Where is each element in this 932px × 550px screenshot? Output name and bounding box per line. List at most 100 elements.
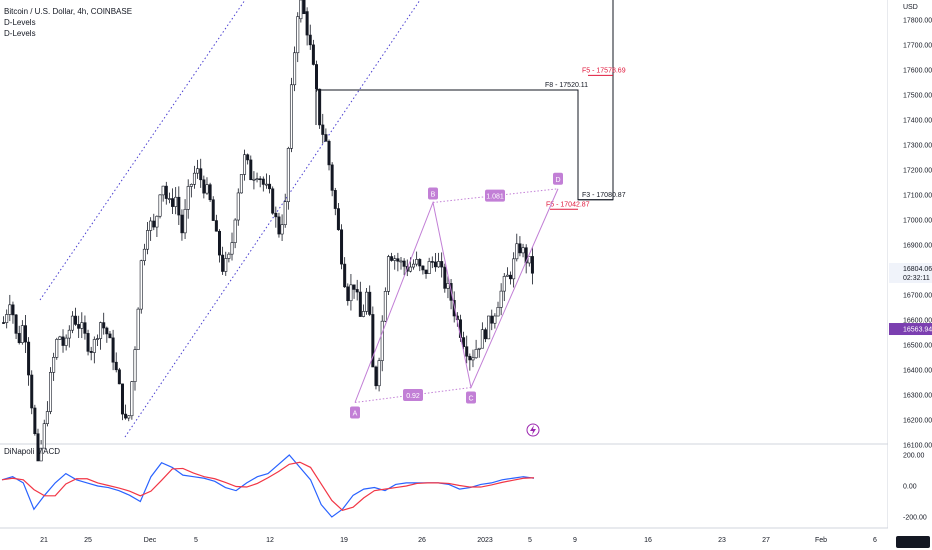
candle-body: [133, 349, 137, 382]
candle-body: [199, 168, 203, 181]
candle-body: [346, 286, 350, 302]
candle-body: [271, 188, 275, 214]
candle-body: [518, 243, 522, 254]
price-tick-label: 16100.00: [903, 443, 932, 450]
price-tick-label: 17300.00: [903, 143, 932, 150]
candle-body: [233, 219, 237, 243]
candle-body: [2, 322, 6, 324]
candle-body: [39, 447, 43, 462]
candle-body: [487, 315, 491, 340]
candle-body: [333, 190, 337, 209]
candle-body: [474, 349, 478, 359]
macd-label: DiNapoli MACD: [4, 447, 61, 456]
price-tick-label: 17200.00: [903, 168, 932, 175]
ratio-box: [403, 389, 423, 401]
candle-body: [446, 283, 450, 289]
candle-body: [502, 276, 506, 292]
candle-body: [192, 172, 196, 185]
candle-body: [149, 220, 153, 231]
candle-body: [468, 355, 472, 361]
time-tick-label: Dec: [144, 537, 157, 544]
candle-body: [408, 266, 412, 272]
candle-body: [261, 178, 265, 185]
candle-body: [383, 291, 387, 322]
candle-body: [161, 185, 165, 196]
watermark-logo: [896, 536, 930, 548]
pattern-point-box: [350, 406, 360, 419]
candle-body: [243, 154, 247, 175]
candle-body: [27, 341, 31, 376]
pattern-point-label: B: [431, 192, 436, 199]
chart-legend: Bitcoin / U.S. Dollar, 4h, COINBASE D-Le…: [4, 6, 132, 39]
candle-body: [30, 374, 34, 409]
candle-body: [11, 304, 15, 316]
candle-body: [505, 274, 509, 277]
candle-body: [152, 220, 156, 228]
candle-body: [258, 178, 262, 181]
candle-body: [99, 322, 103, 339]
time-tick-label: 16: [644, 537, 652, 544]
time-tick-label: 21: [40, 537, 48, 544]
pattern-point-label: D: [555, 177, 560, 184]
candle-body: [83, 322, 87, 334]
candle-body: [368, 291, 372, 315]
candle-body: [130, 381, 134, 417]
time-tick-label: 23: [718, 537, 726, 544]
candle-body: [127, 415, 131, 419]
price-tick-label: 16300.00: [903, 393, 932, 400]
candle-body: [365, 291, 369, 312]
candle-body: [164, 185, 168, 199]
candle-body: [415, 259, 419, 265]
candle-body: [14, 314, 18, 334]
candle-body: [55, 339, 59, 358]
candle-body: [139, 260, 143, 310]
candle-body: [361, 311, 365, 317]
candle-body: [358, 291, 362, 317]
fib-levels: F8 - 17520.11 F5 - 17578.69 F3 - 17080.87 F…: [315, 0, 626, 210]
candle-body: [289, 84, 293, 149]
candle-body: [120, 383, 124, 415]
candle-body: [268, 183, 272, 190]
candle-body: [174, 196, 178, 207]
candle-body: [465, 346, 469, 357]
candle-body: [255, 178, 259, 181]
candle-body: [74, 315, 78, 325]
candle-body: [230, 242, 234, 255]
candle-body: [371, 314, 375, 368]
candle-body: [211, 199, 215, 221]
pattern-point-box: [466, 391, 476, 404]
level-label: F5 - 17042.87: [546, 201, 590, 208]
candle-body: [521, 247, 525, 254]
time-tick-label: 19: [340, 537, 348, 544]
candle-body: [70, 315, 74, 331]
candle-body: [515, 243, 519, 260]
signal-line: [1, 461, 535, 511]
candle-body: [424, 269, 428, 274]
candle-body: [530, 256, 534, 274]
candle-body: [23, 325, 27, 343]
candle-body: [142, 248, 146, 261]
candle-body: [239, 174, 243, 194]
macd-tick-label: 0.00: [903, 484, 917, 491]
candle-body: [393, 258, 397, 261]
candle-body: [377, 360, 381, 387]
candle-body: [374, 366, 378, 387]
pattern-point-label: A: [353, 411, 358, 418]
candle-body: [89, 351, 93, 353]
candle-body: [249, 159, 253, 181]
candle-body: [340, 229, 344, 265]
candle-body: [496, 307, 500, 317]
ratio-label: 0.92: [406, 393, 420, 400]
candle-body: [227, 253, 231, 259]
candle-body: [202, 179, 206, 194]
candle-body: [49, 372, 53, 412]
indicator-label-2: D-Levels: [4, 29, 36, 38]
candle-body: [509, 274, 513, 280]
price-tick-label: 16700.00: [903, 293, 932, 300]
channel-upper: [39, 0, 246, 301]
marked-price-value: 16563.94: [903, 327, 932, 334]
candle-body: [430, 261, 434, 263]
candle-body: [321, 124, 325, 135]
price-tick-label: 17000.00: [903, 218, 932, 225]
